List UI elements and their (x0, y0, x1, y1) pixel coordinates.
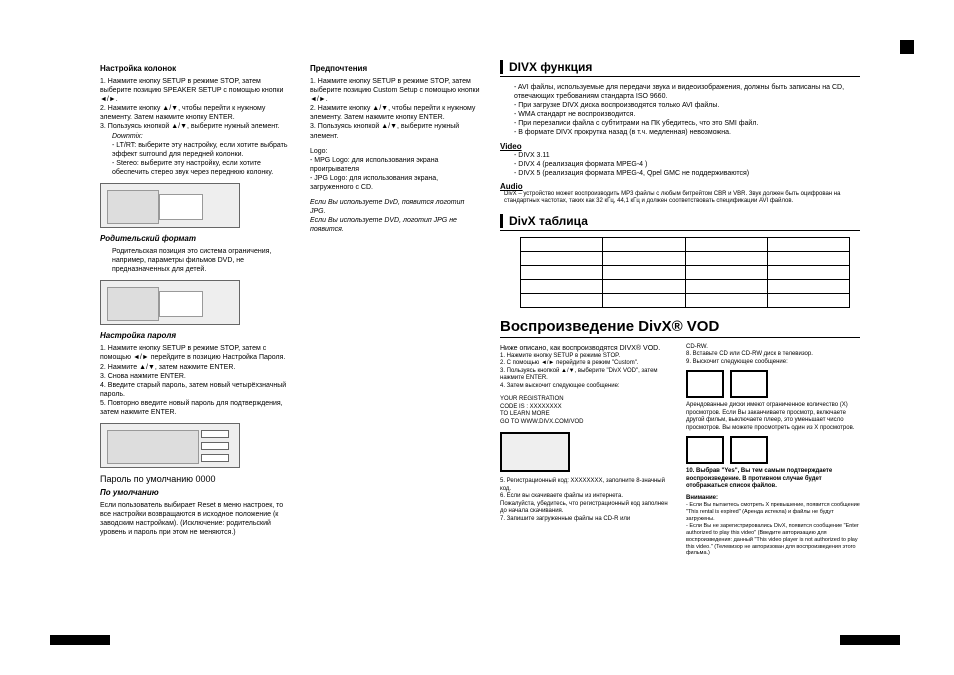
list-item: - DIVX 5 (реализация формата MPEG-4, Qpe… (514, 169, 860, 178)
text: 3. Пользуясь кнопкой ▲/▼, выберите нужны… (100, 122, 290, 131)
list-item: 3. Пользуясь кнопкой ▲/▼, выберите "DivX… (500, 368, 674, 383)
footer-bar-left (50, 635, 110, 645)
heading-divx-func: DIVX функция (500, 60, 860, 77)
text: - MPG Logo: для использования экрана про… (310, 156, 480, 174)
text: 3. Пользуясь кнопкой ▲/▼, выберите нужны… (310, 122, 480, 140)
mid-column: Предпочтения 1. Нажмите кнопку SETUP в р… (310, 60, 480, 557)
text: 3. Снова нажмите ENTER. (100, 372, 290, 381)
list-item: CD-RW. (686, 344, 860, 352)
label-logo: Logo: (310, 147, 480, 156)
text: - LT/RT: выберите эту настройку, если хо… (100, 141, 290, 159)
right-column: DIVX функция - AVI файлы, используемые д… (500, 60, 860, 557)
list-item: - В формате DIVX прокрутка назад (в т.ч.… (514, 128, 860, 137)
list-item: 7. Запишите загруженные файлы на CD-R ил… (500, 516, 674, 524)
text: 10. Выбрав "Yes", Вы тем самым подтвержд… (686, 468, 860, 491)
page-content: Настройка колонок 1. Нажмите кнопку SETU… (100, 60, 860, 557)
list-item: 5. Регистрационный код: XXXXXXXX, заполн… (500, 478, 674, 493)
subheading-audio: Audio (500, 182, 860, 191)
text: 1. Нажмите кнопку SETUP в режиме STOP, з… (310, 77, 480, 104)
heading-text: DIVX функция (509, 60, 592, 74)
heading-speaker: Настройка колонок (100, 64, 290, 73)
list-item: 6. Если вы скачиваете файлы из интернета… (500, 493, 674, 501)
text: 2. Нажмите кнопку ▲/▼, чтобы перейти к н… (310, 104, 480, 122)
divx-table (520, 237, 850, 308)
heading-password: Настройка пароля (100, 331, 290, 340)
list-item: 8. Вставьте CD или CD-RW диск в телевизо… (686, 351, 860, 359)
subheading-video: Video (500, 142, 860, 151)
text: DivX – устройство может воспроизводить M… (500, 191, 860, 206)
table-row (521, 279, 850, 293)
list-item: 4. Затем выскочит следующее сообщение: (500, 383, 674, 391)
text: 2. Нажмите кнопку ▲/▼, чтобы перейти к н… (100, 104, 290, 122)
func-list: - AVI файлы, используемые для передачи з… (500, 83, 860, 138)
registration-code-block: YOUR REGISTRATION CODE IS : XXXXXXXX TO … (500, 396, 674, 426)
default-password-line: Пароль по умолчанию 0000 (100, 474, 290, 484)
text: Ниже описано, как воспроизводятся DIVX® … (500, 344, 674, 353)
text: - Если Вы пытаетесь смотреть X превышени… (686, 502, 860, 557)
list-item: - При загрузке DIVX диска воспроизводятс… (514, 101, 860, 110)
table-row (521, 237, 850, 251)
note: Если Вы используете DVD, логотип JPG не … (310, 216, 480, 234)
footer-bar-right (840, 635, 900, 645)
list-item: - DIVX 3.11 (514, 151, 860, 160)
table-row (521, 265, 850, 279)
list-item: - DIVX 4 (реализация формата MPEG-4 ) (514, 160, 860, 169)
page-corner-marker (900, 40, 914, 54)
vod-col-left: Ниже описано, как воспроизводятся DIVX® … (500, 344, 674, 558)
list-item: - AVI файлы, используемые для передачи з… (514, 83, 860, 101)
note: Если Вы используете DvD, появится логоти… (310, 198, 480, 216)
text: 1. Нажмите кнопку SETUP в режиме STOP, з… (100, 344, 290, 362)
small-box-pair (686, 436, 860, 464)
screenshot-parental (100, 280, 240, 325)
heading-parental: Родительский формат (100, 234, 290, 243)
text: - JPG Logo: для использования экрана, за… (310, 174, 480, 192)
registration-box-graphic (500, 432, 570, 472)
list-item: - При перезаписи файла с субтитрами на П… (514, 119, 860, 128)
text: Родительская позиция это система огранич… (100, 247, 290, 274)
screenshot-speaker-setup (100, 183, 240, 228)
heading-divx-vod: Воспроизведение DivX® VOD (500, 318, 860, 338)
footer-page-markers (50, 635, 900, 645)
list-item: 2. С помощью ◄/► перейдите в режим "Cust… (500, 360, 674, 368)
heading-preferences: Предпочтения (310, 64, 480, 73)
list-item: - WMA стандарт не воспроизводится. (514, 110, 860, 119)
text: 1. Нажмите кнопку SETUP в режиме STOP, з… (100, 77, 290, 104)
vod-col-right: CD-RW. 8. Вставьте CD или CD-RW диск в т… (686, 344, 860, 558)
label-downmix: Downmix: (100, 132, 290, 141)
text: 5. Повторно введите новый пароль для под… (100, 399, 290, 417)
left-column: Настройка колонок 1. Нажмите кнопку SETU… (100, 60, 290, 557)
text: 4. Введите старый пароль, затем новый че… (100, 381, 290, 399)
table-row (521, 251, 850, 265)
heading-divx-table: DivX таблица (500, 214, 860, 231)
list-item: 9. Выскочит следующее сообщение: (686, 359, 860, 367)
vod-two-col: Ниже описано, как воспроизводятся DIVX® … (500, 344, 860, 558)
list-item: Пожалуйста, убедитесь, что регистрационн… (500, 501, 674, 516)
text: Если пользователь выбирает Reset в меню … (100, 501, 290, 537)
table-row (521, 293, 850, 307)
subheading-attention: Внимание: (686, 495, 860, 503)
text: - Stereo: выберите эту настройку, если х… (100, 159, 290, 177)
small-box-pair (686, 370, 860, 398)
text: 2. Нажмите ▲/▼, затем нажмите ENTER. (100, 363, 290, 372)
heading-default: По умолчанию (100, 488, 290, 497)
text: Арендованные диски имеют ограниченное ко… (686, 402, 860, 432)
screenshot-password (100, 423, 240, 468)
heading-text: DivX таблица (509, 214, 588, 228)
